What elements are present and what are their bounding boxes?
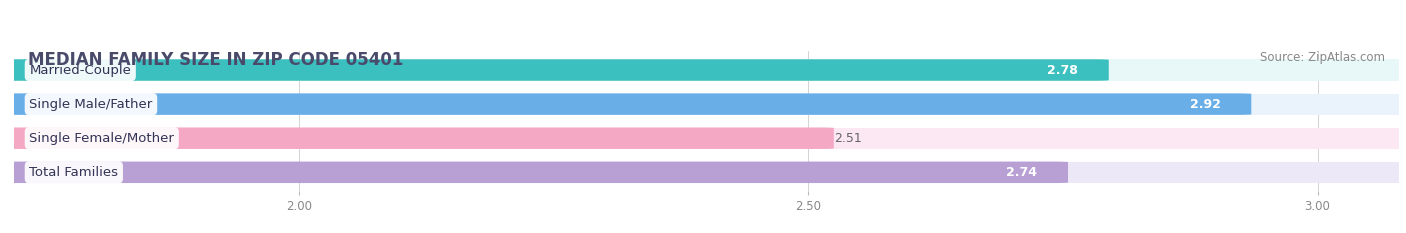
Text: Married-Couple: Married-Couple [30, 64, 131, 76]
Bar [14, 162, 1399, 183]
FancyBboxPatch shape [0, 127, 834, 149]
Text: Total Families: Total Families [30, 166, 118, 179]
Text: Single Female/Mother: Single Female/Mother [30, 132, 174, 145]
FancyBboxPatch shape [0, 161, 1069, 183]
Bar [14, 128, 1399, 149]
Bar [14, 93, 1399, 115]
Text: Source: ZipAtlas.com: Source: ZipAtlas.com [1260, 51, 1385, 64]
Bar [14, 59, 1399, 81]
Text: 2.78: 2.78 [1047, 64, 1078, 76]
FancyBboxPatch shape [0, 59, 1109, 81]
Text: 2.74: 2.74 [1007, 166, 1038, 179]
FancyBboxPatch shape [0, 93, 1251, 115]
Text: 2.51: 2.51 [834, 132, 862, 145]
Text: MEDIAN FAMILY SIZE IN ZIP CODE 05401: MEDIAN FAMILY SIZE IN ZIP CODE 05401 [28, 51, 404, 69]
Text: Single Male/Father: Single Male/Father [30, 98, 153, 111]
Text: 2.92: 2.92 [1189, 98, 1220, 111]
